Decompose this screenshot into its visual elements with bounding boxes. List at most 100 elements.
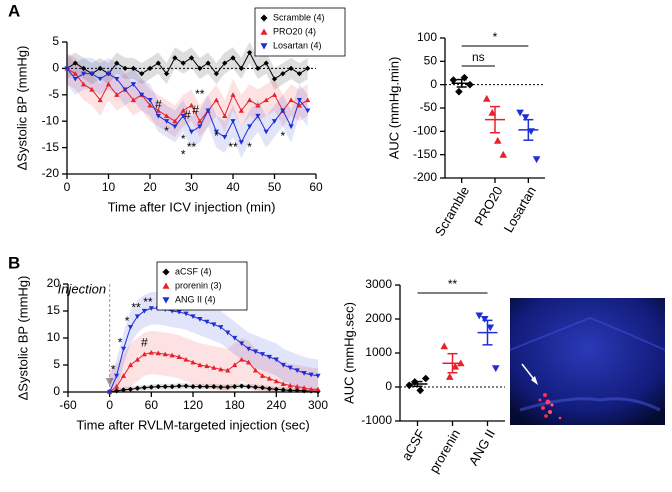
data-point [64, 66, 70, 71]
data-point [263, 60, 269, 66]
data-point [72, 71, 78, 76]
data-point [183, 357, 189, 362]
data-point [130, 97, 136, 103]
y-tick-label: -20 [42, 166, 60, 180]
data-point [247, 97, 253, 103]
y-tick-label: -15 [42, 140, 60, 154]
data-point [421, 374, 430, 383]
data-point [294, 387, 300, 393]
data-point [232, 384, 238, 390]
data-point [134, 314, 141, 319]
y-tick-label: -50 [420, 100, 438, 114]
x-axis-label: Time after RVLM-targeted injection (sec) [76, 417, 309, 432]
data-point [122, 87, 128, 93]
data-point [245, 359, 252, 365]
micrograph [509, 298, 666, 425]
data-point [197, 124, 203, 130]
data-point [180, 60, 186, 66]
data-point [255, 113, 261, 119]
x-tick-label: ANG II [466, 427, 498, 468]
data-point [169, 352, 175, 358]
data-point [155, 384, 161, 390]
data-point [120, 373, 127, 378]
data-point [211, 384, 217, 390]
y-tick-label: 10 [47, 330, 61, 344]
series-line [66, 67, 308, 123]
error-band [67, 52, 308, 138]
x-tick-label: 240 [266, 398, 286, 412]
y-tick-label: -200 [413, 170, 437, 184]
data-point [218, 366, 224, 372]
data-point [493, 136, 502, 144]
data-point [155, 108, 161, 113]
data-point [180, 108, 186, 113]
annotation: ** [143, 295, 153, 309]
data-point [445, 373, 454, 380]
data-point [218, 325, 224, 330]
y-tick-label: 15 [47, 303, 61, 317]
data-point [120, 346, 127, 352]
data-point [239, 357, 245, 362]
data-point [230, 119, 236, 124]
data-point [516, 109, 524, 117]
data-point [183, 311, 189, 317]
data-point [294, 384, 300, 389]
data-point [197, 65, 203, 71]
data-point [162, 351, 168, 357]
data-point [271, 76, 278, 82]
legend-box [156, 261, 248, 311]
data-point [190, 384, 196, 390]
data-point [141, 308, 147, 314]
data-point [105, 71, 112, 77]
data-point [81, 81, 87, 87]
x-tick-label: 50 [268, 180, 282, 194]
data-point [130, 65, 136, 71]
data-point [81, 65, 87, 71]
x-tick-label: Losartan [501, 184, 539, 235]
data-point [172, 118, 178, 124]
data-point [296, 98, 302, 103]
x-tick-label: 120 [183, 398, 203, 412]
annotation: ** [187, 140, 197, 154]
data-point [134, 357, 141, 362]
data-point [114, 384, 120, 389]
y-tick-label: 50 [424, 54, 438, 68]
data-point [287, 365, 293, 371]
y-tick-label: 20 [47, 276, 61, 290]
data-point [127, 386, 134, 392]
y-tick-label: 2000 [365, 311, 392, 325]
y-tick-label: 0 [385, 379, 392, 393]
data-point [164, 71, 170, 77]
y-tick-label: 3000 [365, 277, 392, 291]
legend-label: ANG II (4) [175, 294, 216, 304]
data-point [475, 312, 484, 320]
data-point [294, 368, 300, 373]
data-point [280, 387, 286, 393]
data-point [197, 118, 203, 124]
data-point [148, 349, 154, 355]
data-point [301, 385, 307, 390]
data-point [72, 76, 78, 82]
panel-label: B [8, 253, 20, 272]
y-tick-label: 5 [52, 34, 59, 48]
panel-label: A [8, 1, 20, 20]
data-point [255, 65, 261, 71]
data-point [482, 94, 491, 102]
y-axis-label: AUC (mmHg.sec) [341, 302, 356, 404]
y-axis-label: AUC (mmHg.min) [386, 57, 401, 160]
data-point [245, 384, 252, 390]
data-point [449, 76, 458, 84]
data-point [301, 388, 307, 394]
annotation: * [118, 336, 123, 350]
data-point [205, 108, 211, 114]
data-point [97, 65, 103, 71]
data-point [176, 383, 182, 389]
data-point [225, 367, 231, 373]
x-tick-label: 0 [106, 398, 113, 412]
data-point [190, 314, 196, 319]
legend-box [254, 7, 346, 57]
data-point [127, 325, 134, 330]
x-tick-label: 30 [185, 180, 199, 194]
data-point [141, 351, 147, 357]
x-tick-label: prorenin [426, 427, 463, 476]
